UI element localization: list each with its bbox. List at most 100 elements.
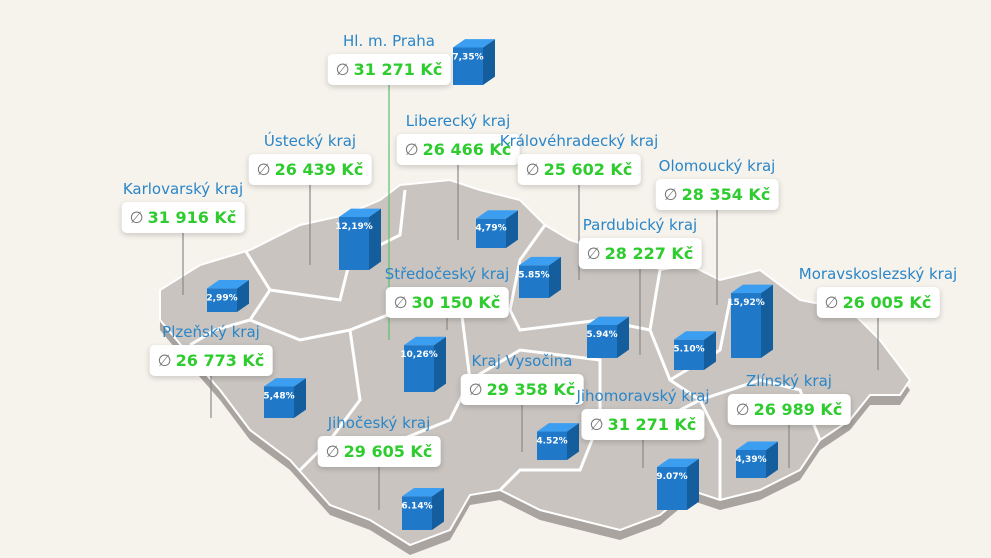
avg-symbol: ∅ (335, 60, 350, 79)
salary-box: ∅ 31 916 Kč (121, 202, 245, 233)
salary: 31 271 Kč (353, 60, 443, 79)
avg-symbol: ∅ (157, 351, 172, 370)
region-name: Ústecký kraj (263, 132, 357, 150)
pins (182, 84, 879, 510)
region-label: Kraj Vysočina ∅ 29 358 Kč (460, 352, 584, 405)
cube-top (476, 210, 518, 219)
share-label: 5.10% (673, 345, 704, 355)
salary-box: ∅ 31 271 Kč (327, 54, 451, 85)
salary-box: ∅ 26 439 Kč (248, 154, 372, 185)
share-label: 5.85% (518, 270, 549, 280)
salary-box: ∅ 26 989 Kč (727, 394, 851, 425)
cube-side (432, 487, 444, 530)
cube-front (731, 293, 761, 358)
avg-symbol: ∅ (589, 415, 604, 434)
cube-top (657, 458, 699, 467)
region-label: Středočeský kraj ∅ 30 150 Kč (385, 265, 509, 318)
cube: 5.85% (518, 256, 561, 298)
avg-symbol: ∅ (735, 400, 750, 419)
salary-box: ∅ 30 150 Kč (385, 287, 509, 318)
cube-front (404, 345, 434, 392)
share-label: 4,39% (735, 455, 766, 465)
salary: 31 271 Kč (607, 415, 697, 434)
salary: 26 005 Kč (842, 293, 932, 312)
share-label: 15,92% (727, 298, 765, 308)
cube-side (766, 441, 778, 478)
cube-front (674, 339, 704, 370)
cube-front (657, 466, 687, 510)
cube: 4,39% (735, 441, 778, 478)
cube-top (731, 284, 773, 294)
cube-top (402, 487, 444, 497)
cube-front (537, 431, 567, 460)
salary-box: ∅ 31 271 Kč (581, 409, 705, 440)
salary-box: ∅ 28 227 Kč (578, 238, 702, 269)
region-label: Královéhradecký kraj ∅ 25 602 Kč (499, 132, 659, 185)
salary-box: ∅ 28 354 Kč (655, 179, 779, 210)
cube-side (617, 316, 629, 358)
avg-symbol: ∅ (468, 380, 483, 399)
cube: 15,92% (727, 284, 773, 358)
cube-front (339, 216, 369, 270)
avg-symbol: ∅ (824, 293, 839, 312)
cube-side (237, 280, 249, 312)
cube-front (736, 449, 766, 478)
salary: 30 150 Kč (411, 293, 501, 312)
region-name: Karlovarský kraj (122, 180, 244, 198)
region-label: Zlínský kraj ∅ 26 989 Kč (727, 372, 851, 425)
cube-front (519, 265, 549, 298)
avg-symbol: ∅ (129, 208, 144, 227)
share-label: 12,19% (335, 222, 373, 232)
salary: 26 773 Kč (175, 351, 265, 370)
region-name: Jihočeský kraj (327, 414, 431, 432)
cube-side (549, 256, 561, 298)
region-label: Olomoucký kraj ∅ 28 354 Kč (655, 157, 779, 210)
avg-symbol: ∅ (586, 244, 601, 263)
region-label: Pardubický kraj ∅ 28 227 Kč (578, 216, 702, 269)
cube-side (761, 284, 773, 358)
cube-front (476, 218, 506, 248)
salary: 26 466 Kč (422, 140, 512, 159)
cube-side (704, 331, 716, 370)
salary: 31 916 Kč (147, 208, 237, 227)
region-name: Královéhradecký kraj (499, 132, 659, 150)
share-label: 4.52% (536, 437, 567, 447)
cube-front (264, 386, 294, 418)
cube-top (537, 423, 579, 432)
cube: 12,19% (335, 208, 381, 270)
salary: 28 354 Kč (681, 185, 771, 204)
share-label: 4,79% (475, 224, 506, 234)
region-name: Moravskoslezský kraj (798, 265, 958, 283)
share-label: 9.07% (656, 472, 687, 482)
region-label: Jihomoravský kraj ∅ 31 271 Kč (576, 387, 710, 440)
cube-top (264, 378, 306, 387)
region-name: Olomoucký kraj (658, 157, 776, 175)
cube-top (736, 441, 778, 450)
salary-box: ∅ 26 773 Kč (149, 345, 273, 376)
salary-box: ∅ 29 605 Kč (317, 436, 441, 467)
salary: 28 227 Kč (604, 244, 694, 263)
region-name: Zlínský kraj (746, 372, 832, 390)
cube-front (587, 324, 617, 358)
cube-side (567, 423, 579, 460)
cube: 2,99% (206, 280, 249, 312)
cube: 4.52% (536, 423, 579, 460)
region-name: Středočeský kraj (384, 265, 510, 283)
region-name: Hl. m. Praha (343, 32, 435, 50)
cube-side (369, 208, 381, 270)
cube-top (519, 256, 561, 266)
cube: 7,35% (452, 39, 495, 85)
salary: 25 602 Kč (543, 160, 633, 179)
cube-side (687, 458, 699, 510)
cube-side (294, 378, 306, 418)
cube: 6.14% (401, 487, 444, 530)
cube: 5.94% (586, 316, 629, 358)
cube: 9.07% (656, 458, 699, 510)
cube-side (434, 336, 446, 392)
region-name: Plzeňský kraj (162, 323, 260, 341)
share-label: 10,26% (400, 350, 438, 360)
region-label: Karlovarský kraj ∅ 31 916 Kč (121, 180, 245, 233)
salary: 26 439 Kč (274, 160, 364, 179)
salary: 29 605 Kč (343, 442, 433, 461)
